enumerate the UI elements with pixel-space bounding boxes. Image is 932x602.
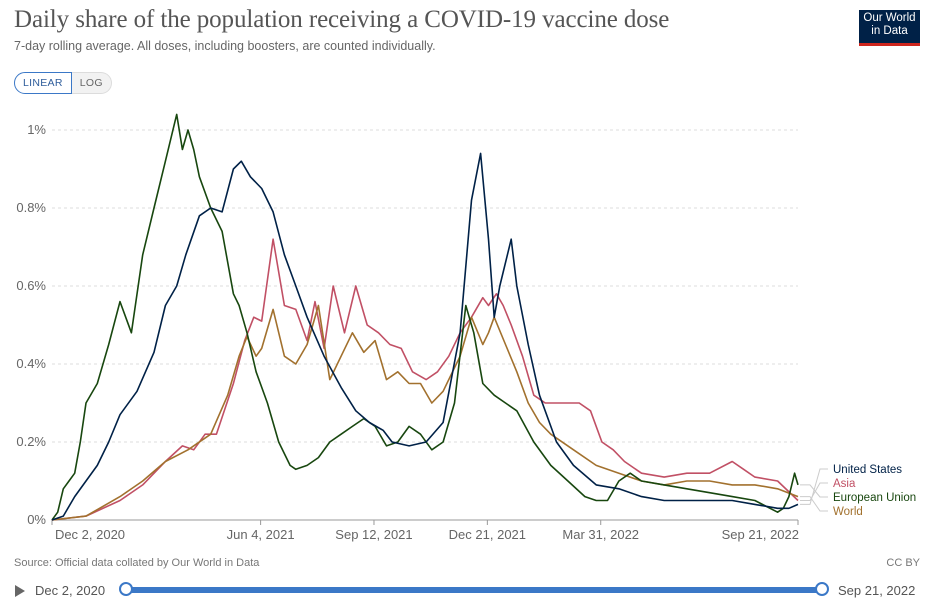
legend-connector bbox=[800, 496, 828, 512]
legend-label-united-states: United States bbox=[833, 464, 902, 476]
source-note: Source: Official data collated by Our Wo… bbox=[14, 557, 260, 569]
legend-label-european-union: European Union bbox=[833, 492, 916, 504]
x-axis-ticks: Dec 2, 2020 Jun 4, 2021 Sep 12, 2021 Dec 21… bbox=[51, 520, 799, 542]
legend-connector bbox=[800, 484, 828, 498]
x-tick-label: Dec 2, 2020 bbox=[55, 527, 125, 542]
legend-connector bbox=[800, 482, 828, 501]
legend: United States Asia European Union World bbox=[800, 464, 916, 518]
series-line-asia bbox=[51, 238, 799, 521]
series-lines bbox=[51, 113, 799, 521]
legend-label-world: World bbox=[833, 506, 863, 518]
chart-title: Daily share of the population receiving … bbox=[14, 6, 670, 33]
timeline-slider: Dec 2, 2020 Sep 21, 2022 bbox=[0, 576, 932, 602]
y-tick-label: 1% bbox=[27, 122, 46, 137]
linear-scale-button[interactable]: LINEAR bbox=[14, 72, 72, 94]
chart-subtitle: 7-day rolling average. All doses, includ… bbox=[14, 39, 436, 53]
timeline-end-label: Sep 21, 2022 bbox=[838, 583, 916, 598]
owid-logo[interactable]: Our World in Data bbox=[859, 10, 920, 46]
line-chart: 0% 0.2% 0.4% 0.6% 0.8% 1% Dec 2, 2020 Jun 4, 2… bbox=[16, 113, 916, 542]
y-tick-label: 0.8% bbox=[16, 200, 46, 215]
timeline-end-handle[interactable] bbox=[815, 582, 829, 596]
logo-line-1: Our World bbox=[863, 12, 916, 24]
x-tick-label: Sep 21, 2022 bbox=[722, 527, 799, 542]
series-line-united-states bbox=[51, 152, 799, 521]
series-line-european-union bbox=[51, 113, 799, 521]
timeline-range bbox=[126, 587, 822, 593]
legend-connector bbox=[800, 468, 828, 505]
timeline-start-handle[interactable] bbox=[119, 582, 133, 596]
y-axis-ticks: 0% 0.2% 0.4% 0.6% 0.8% 1% bbox=[16, 122, 46, 527]
y-tick-label: 0% bbox=[27, 512, 46, 527]
x-tick-label: Dec 21, 2021 bbox=[449, 527, 526, 542]
x-tick-label: Sep 12, 2021 bbox=[335, 527, 412, 542]
x-tick-label: Jun 4, 2021 bbox=[227, 527, 295, 542]
legend-label-asia: Asia bbox=[833, 478, 856, 490]
gridlines bbox=[52, 129, 798, 521]
license-link[interactable]: CC BY bbox=[886, 557, 920, 569]
y-tick-label: 0.2% bbox=[16, 434, 46, 449]
timeline-start-label: Dec 2, 2020 bbox=[35, 583, 106, 598]
logo-line-2: in Data bbox=[871, 25, 908, 37]
x-tick-label: Mar 31, 2022 bbox=[562, 527, 639, 542]
y-tick-label: 0.6% bbox=[16, 278, 46, 293]
y-tick-label: 0.4% bbox=[16, 356, 46, 371]
play-icon[interactable] bbox=[15, 585, 25, 597]
scale-toggle: LINEAR LOG bbox=[14, 72, 112, 94]
series-line-world bbox=[51, 304, 799, 521]
log-scale-button[interactable]: LOG bbox=[71, 72, 112, 94]
